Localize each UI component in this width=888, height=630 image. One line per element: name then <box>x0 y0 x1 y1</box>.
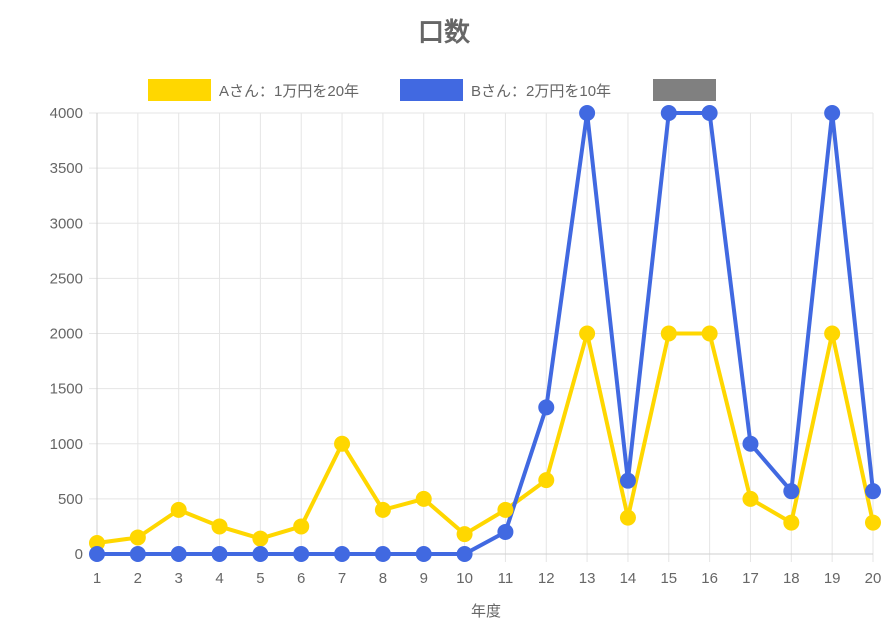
x-tick-label: 15 <box>660 570 677 587</box>
data-point-b[interactable] <box>538 399 555 416</box>
data-point-b[interactable] <box>701 105 718 121</box>
data-point-b[interactable] <box>619 472 636 489</box>
x-tick-label: 9 <box>420 570 428 587</box>
data-point-a[interactable] <box>538 472 555 489</box>
data-point-b[interactable] <box>415 546 432 562</box>
data-point-b[interactable] <box>660 105 677 121</box>
series-points <box>89 105 881 562</box>
data-point-b[interactable] <box>579 105 596 121</box>
y-tick-label: 2500 <box>50 270 83 287</box>
legend-swatch-series-b[interactable] <box>400 79 463 101</box>
legend-swatch-series-c[interactable] <box>653 79 716 101</box>
data-point-a[interactable] <box>170 501 187 518</box>
data-point-a[interactable] <box>701 325 718 342</box>
legend-swatch-series-a[interactable] <box>148 79 211 101</box>
x-tick-label: 12 <box>538 570 555 587</box>
data-point-b[interactable] <box>170 546 187 562</box>
data-point-a[interactable] <box>293 518 310 535</box>
data-point-a[interactable] <box>374 501 391 518</box>
x-tick-label: 14 <box>620 570 637 587</box>
data-point-b[interactable] <box>252 546 269 562</box>
x-tick-label: 8 <box>379 570 387 587</box>
data-point-a[interactable] <box>415 490 432 507</box>
y-tick-label: 500 <box>58 491 83 508</box>
data-point-a[interactable] <box>783 514 800 531</box>
y-tick-label: 0 <box>75 546 83 563</box>
y-tick-label: 2000 <box>50 326 83 343</box>
chart-title: 口数 <box>418 17 471 47</box>
x-tick-label: 2 <box>134 570 142 587</box>
data-point-b[interactable] <box>211 546 228 562</box>
legend-label-series-b[interactable]: Bさん：2万円を10年 <box>471 83 611 100</box>
y-tick-label: 1500 <box>50 381 83 398</box>
x-tick-label: 19 <box>824 570 841 587</box>
data-point-b[interactable] <box>89 546 105 562</box>
x-tick-label: 20 <box>865 570 882 587</box>
data-point-b[interactable] <box>824 105 841 121</box>
data-point-b[interactable] <box>783 483 800 500</box>
x-axis-label: 年度 <box>471 603 501 620</box>
x-tick-label: 3 <box>175 570 183 587</box>
data-point-b[interactable] <box>293 546 310 562</box>
data-point-a[interactable] <box>619 509 636 526</box>
legend-label-series-a[interactable]: Aさん：1万円を20年 <box>219 83 359 100</box>
data-point-b[interactable] <box>374 546 391 562</box>
data-point-b[interactable] <box>497 523 514 540</box>
legend[interactable]: Aさん：1万円を20年 Bさん：2万円を10年 <box>148 79 716 101</box>
x-tick-label: 1 <box>93 570 101 587</box>
y-axis-ticks: 0 500 1000 1500 2000 2500 3000 3500 4000 <box>50 105 83 563</box>
data-point-a[interactable] <box>824 325 841 342</box>
x-tick-label: 5 <box>256 570 264 587</box>
y-tick-label: 4000 <box>50 105 83 122</box>
data-point-b[interactable] <box>334 546 351 562</box>
y-tick-label: 3500 <box>50 160 83 177</box>
y-tick-label: 3000 <box>50 215 83 232</box>
x-tick-label: 16 <box>701 570 718 587</box>
data-point-a[interactable] <box>742 490 759 507</box>
x-tick-label: 18 <box>783 570 800 587</box>
x-axis-ticks: 1 2 3 4 5 6 7 8 9 10 11 12 13 14 15 16 17 18 19 20 <box>93 570 882 587</box>
x-tick-label: 10 <box>456 570 473 587</box>
data-point-b[interactable] <box>865 483 881 500</box>
data-point-b[interactable] <box>456 546 473 562</box>
data-point-a[interactable] <box>252 530 269 547</box>
x-tick-label: 4 <box>215 570 223 587</box>
y-tick-label: 1000 <box>50 436 83 453</box>
data-point-b[interactable] <box>742 435 759 452</box>
data-point-a[interactable] <box>497 501 514 518</box>
data-point-a[interactable] <box>456 526 473 543</box>
data-point-a[interactable] <box>865 514 881 531</box>
data-point-a[interactable] <box>211 518 228 535</box>
data-point-a[interactable] <box>579 325 596 342</box>
data-point-a[interactable] <box>129 529 146 546</box>
data-point-b[interactable] <box>129 546 146 562</box>
x-tick-label: 7 <box>338 570 346 587</box>
data-point-a[interactable] <box>660 325 677 342</box>
data-point-a[interactable] <box>334 435 351 452</box>
data-point-a[interactable] <box>89 534 105 551</box>
series-line-a <box>96 331 875 545</box>
x-tick-label: 17 <box>742 570 759 587</box>
x-tick-label: 6 <box>297 570 305 587</box>
x-tick-label: 11 <box>498 570 514 587</box>
x-tick-label: 13 <box>579 570 596 587</box>
